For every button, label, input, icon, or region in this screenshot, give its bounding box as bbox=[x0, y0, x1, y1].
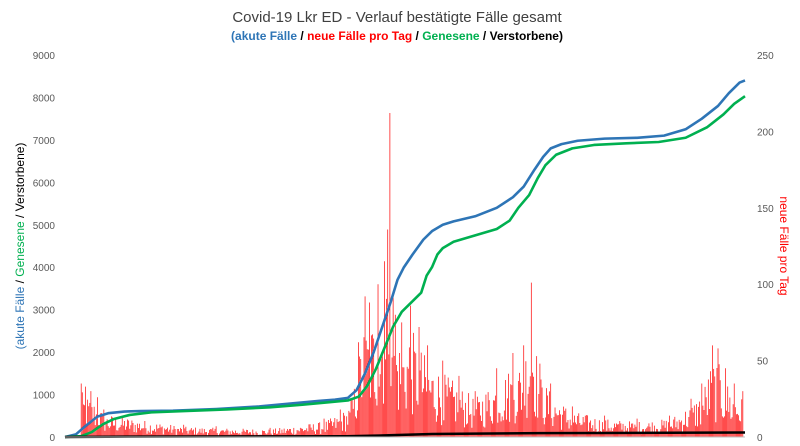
y-tick-left: 3000 bbox=[33, 306, 56, 317]
axes: 0 1000 2000 3000 4000 5000 6000 7000 8000 9000 0 50… bbox=[33, 51, 774, 444]
y-tick-left: 2000 bbox=[33, 348, 56, 359]
ylabel-left-open: ( bbox=[13, 345, 27, 349]
line-series bbox=[64, 79, 746, 439]
subtitle-part-6: Verstorbene bbox=[490, 29, 560, 43]
y-axis-label-left: (akute Fälle / Genesene / Verstorbene) bbox=[13, 143, 27, 350]
y-tick-left: 6000 bbox=[33, 178, 56, 189]
y-tick-right: 50 bbox=[757, 357, 769, 368]
series-line-0 bbox=[64, 79, 746, 439]
subtitle-part-3: / bbox=[412, 29, 422, 43]
y-tick-right: 250 bbox=[757, 51, 774, 62]
series-line-1 bbox=[64, 95, 746, 439]
ylabel-left-part-3: / bbox=[13, 211, 27, 221]
subtitle-part-1: / bbox=[297, 29, 307, 43]
subtitle-close: ) bbox=[559, 29, 563, 43]
y-axis-label-right: neue Fälle pro Tag bbox=[777, 196, 791, 295]
subtitle-part-4: Genesene bbox=[422, 29, 480, 43]
y-tick-right: 150 bbox=[757, 204, 774, 215]
daily-cases-bars bbox=[80, 113, 744, 437]
subtitle-part-0: akute Fälle bbox=[235, 29, 297, 43]
subtitle-open: ( bbox=[231, 29, 235, 43]
y-tick-left: 1000 bbox=[33, 391, 56, 402]
y-tick-left: 7000 bbox=[33, 136, 56, 147]
y-tick-right: 0 bbox=[757, 433, 763, 444]
y-tick-left: 9000 bbox=[33, 51, 56, 62]
ylabel-left-close: ) bbox=[13, 143, 27, 147]
y-tick-left: 0 bbox=[49, 433, 55, 444]
y-tick-left: 4000 bbox=[33, 263, 56, 274]
subtitle-part-2: neue Fälle pro Tag bbox=[307, 29, 412, 43]
y-tick-right: 100 bbox=[757, 280, 774, 291]
y-tick-right: 200 bbox=[757, 127, 774, 138]
ylabel-left-part-1: / bbox=[13, 277, 27, 287]
y-tick-left: 8000 bbox=[33, 93, 56, 104]
y-tick-left: 5000 bbox=[33, 221, 56, 232]
ylabel-left-part-4: Verstorbene bbox=[13, 146, 27, 211]
chart-subtitle: (akute Fälle / neue Fälle pro Tag / Gene… bbox=[231, 29, 563, 43]
subtitle-part-5: / bbox=[480, 29, 490, 43]
ylabel-left-part-0: akute Fälle bbox=[13, 286, 27, 345]
chart-title: Covid-19 Lkr ED - Verlauf bestätigte Fäl… bbox=[232, 9, 562, 26]
ylabel-left-part-2: Genesene bbox=[13, 221, 27, 277]
